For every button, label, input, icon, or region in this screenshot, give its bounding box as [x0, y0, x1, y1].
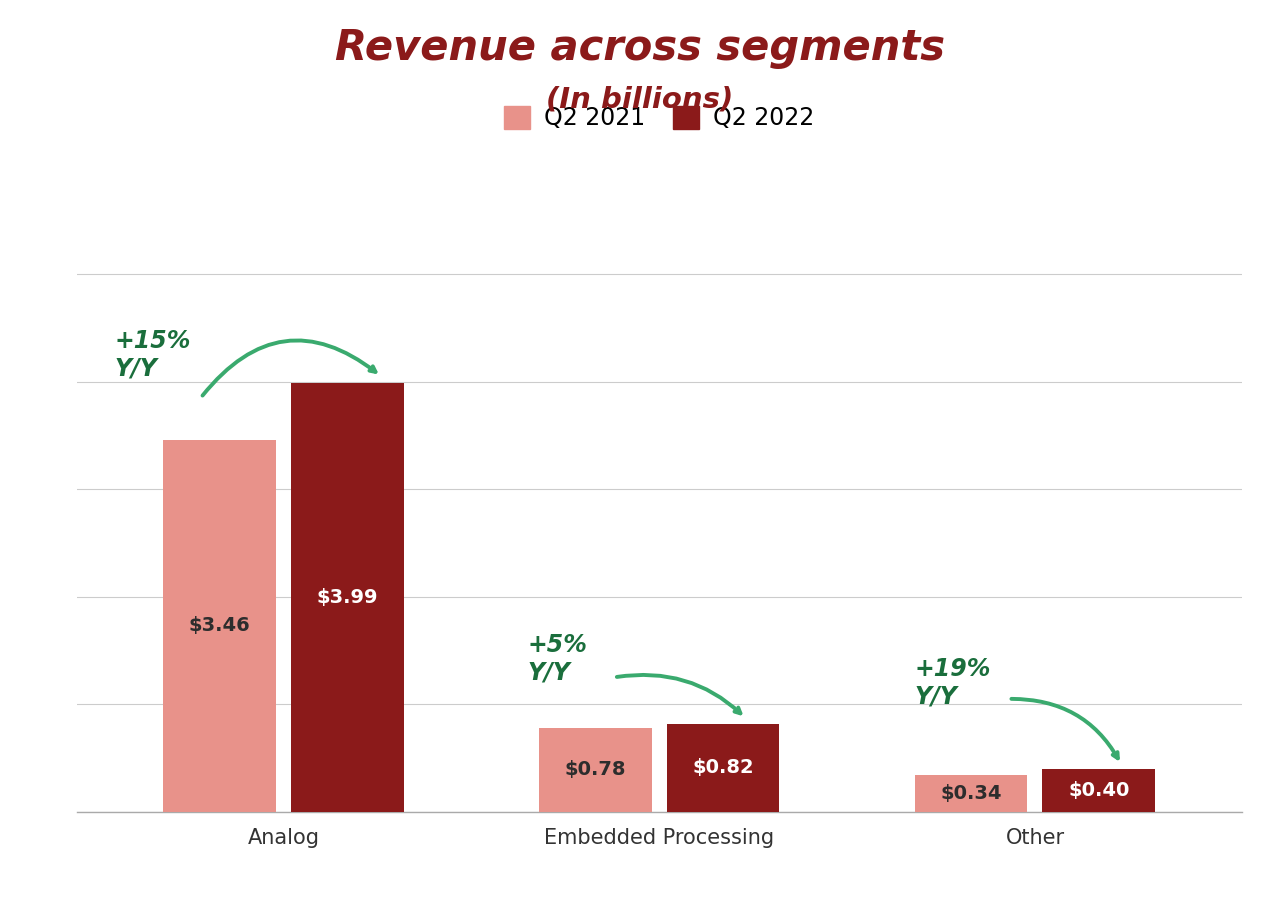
Text: +5%
Y/Y: +5% Y/Y — [527, 633, 588, 685]
Text: +15%
Y/Y: +15% Y/Y — [114, 329, 191, 381]
Bar — [291, 382, 403, 812]
Text: $0.34: $0.34 — [941, 784, 1002, 803]
Bar — [539, 728, 652, 812]
Text: $0.40: $0.40 — [1068, 781, 1129, 800]
Bar — [164, 439, 276, 812]
Text: $3.99: $3.99 — [316, 588, 378, 607]
Text: $0.78: $0.78 — [564, 760, 626, 779]
Text: Revenue across segments: Revenue across segments — [335, 27, 945, 69]
Text: $3.46: $3.46 — [188, 616, 251, 635]
Text: $0.82: $0.82 — [692, 759, 754, 778]
Bar — [1042, 769, 1155, 812]
Text: +19%
Y/Y: +19% Y/Y — [915, 657, 991, 709]
Legend: Q2 2021, Q2 2022: Q2 2021, Q2 2022 — [494, 97, 824, 140]
Bar — [667, 723, 780, 812]
Bar — [915, 775, 1028, 812]
Text: (In billions): (In billions) — [547, 86, 733, 114]
